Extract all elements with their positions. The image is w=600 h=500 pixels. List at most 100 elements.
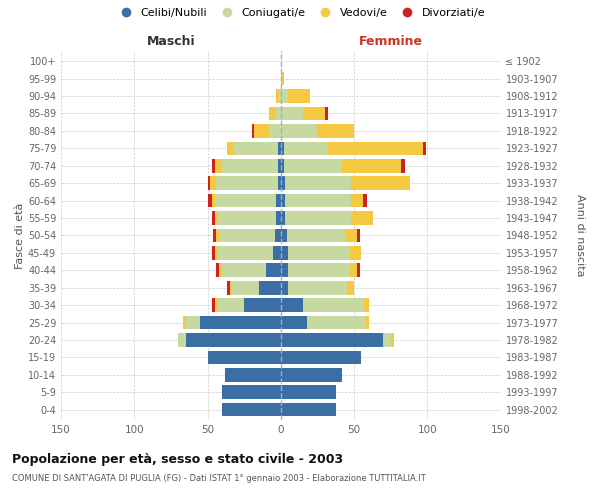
Bar xyxy=(251,124,254,138)
Bar xyxy=(222,159,278,172)
Bar xyxy=(288,281,347,294)
Y-axis label: Anni di nascita: Anni di nascita xyxy=(575,194,585,276)
Bar xyxy=(244,298,281,312)
Bar xyxy=(363,194,367,207)
Bar xyxy=(215,246,218,260)
Bar xyxy=(288,246,350,260)
Bar xyxy=(285,194,351,207)
Bar xyxy=(208,176,211,190)
Bar xyxy=(364,298,369,312)
Bar xyxy=(357,228,360,242)
Bar xyxy=(277,106,281,120)
Text: Femmine: Femmine xyxy=(359,35,423,48)
Text: Popolazione per età, sesso e stato civile - 2003: Popolazione per età, sesso e stato civil… xyxy=(12,452,343,466)
Bar xyxy=(225,368,281,382)
Bar xyxy=(281,281,288,294)
Bar xyxy=(350,264,357,277)
Bar xyxy=(212,211,215,225)
Bar xyxy=(208,350,281,364)
Bar xyxy=(325,106,328,120)
Bar xyxy=(281,350,361,364)
Bar xyxy=(277,194,281,207)
Bar xyxy=(277,211,281,225)
Bar xyxy=(212,194,215,207)
Bar xyxy=(366,316,369,330)
Bar xyxy=(222,386,281,399)
Bar xyxy=(280,89,281,103)
Bar xyxy=(328,142,423,155)
Bar xyxy=(227,142,234,155)
Bar xyxy=(303,106,325,120)
Bar xyxy=(281,89,288,103)
Bar xyxy=(217,228,219,242)
Bar xyxy=(215,159,222,172)
Bar xyxy=(266,264,281,277)
Bar xyxy=(317,124,354,138)
Bar xyxy=(423,142,426,155)
Bar xyxy=(185,316,200,330)
Bar xyxy=(212,246,215,260)
Bar xyxy=(345,228,357,242)
Bar xyxy=(227,281,230,294)
Bar xyxy=(278,142,281,155)
Bar xyxy=(281,333,383,347)
Bar xyxy=(351,211,373,225)
Legend: Celibi/Nubili, Coniugati/e, Vedovi/e, Divorziati/e: Celibi/Nubili, Coniugati/e, Vedovi/e, Di… xyxy=(112,6,488,20)
Text: Maschi: Maschi xyxy=(146,35,195,48)
Bar xyxy=(217,176,278,190)
Bar xyxy=(281,228,287,242)
Bar xyxy=(277,89,280,103)
Bar xyxy=(284,159,343,172)
Bar xyxy=(214,228,217,242)
Bar xyxy=(281,106,303,120)
Bar xyxy=(281,159,284,172)
Bar xyxy=(288,89,310,103)
Bar xyxy=(234,142,278,155)
Y-axis label: Fasce di età: Fasce di età xyxy=(15,202,25,268)
Bar xyxy=(200,316,281,330)
Bar xyxy=(278,176,281,190)
Bar xyxy=(343,159,401,172)
Bar xyxy=(215,194,277,207)
Bar xyxy=(222,403,281,416)
Bar xyxy=(351,194,363,207)
Bar xyxy=(281,142,284,155)
Bar xyxy=(281,124,317,138)
Bar xyxy=(357,264,360,277)
Bar xyxy=(303,298,364,312)
Bar xyxy=(391,333,394,347)
Bar xyxy=(350,246,361,260)
Bar xyxy=(274,246,281,260)
Bar xyxy=(281,72,284,86)
Bar xyxy=(259,281,281,294)
Bar xyxy=(351,176,410,190)
Bar xyxy=(281,194,285,207)
Bar xyxy=(401,159,406,172)
Bar xyxy=(307,316,366,330)
Bar xyxy=(212,298,215,312)
Bar xyxy=(254,124,269,138)
Bar xyxy=(185,333,281,347)
Bar xyxy=(218,211,277,225)
Bar xyxy=(288,264,350,277)
Bar xyxy=(284,142,328,155)
Bar xyxy=(281,403,337,416)
Bar xyxy=(281,211,285,225)
Bar xyxy=(219,264,222,277)
Bar xyxy=(208,194,212,207)
Bar xyxy=(281,176,285,190)
Bar xyxy=(232,281,259,294)
Bar xyxy=(212,159,215,172)
Bar xyxy=(218,246,274,260)
Bar xyxy=(218,298,244,312)
Bar xyxy=(269,106,277,120)
Bar xyxy=(281,386,337,399)
Bar xyxy=(182,316,185,330)
Bar xyxy=(275,228,281,242)
Bar xyxy=(281,298,303,312)
Bar xyxy=(281,316,307,330)
Bar xyxy=(285,211,351,225)
Bar xyxy=(219,228,275,242)
Bar xyxy=(217,264,219,277)
Bar xyxy=(285,176,351,190)
